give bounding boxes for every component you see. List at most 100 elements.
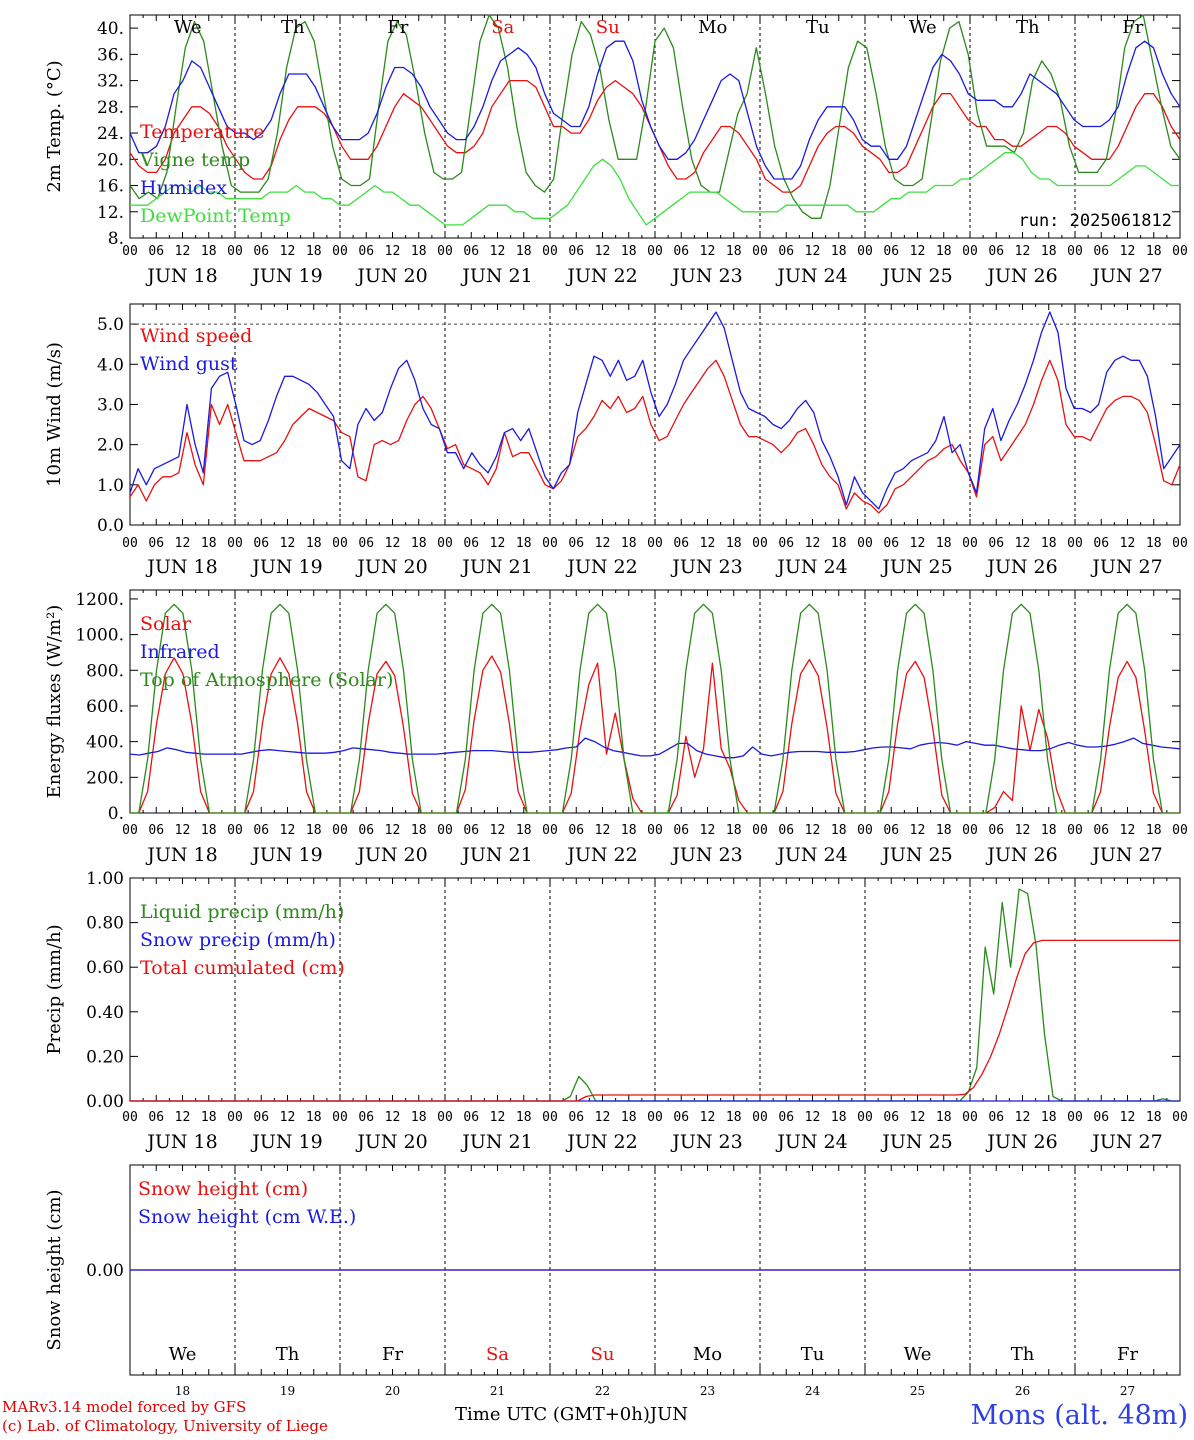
hour-tick-label: 06 (1093, 244, 1109, 259)
hour-tick-label: 18 (726, 244, 742, 259)
hour-tick-label: 18 (201, 244, 217, 259)
hour-tick-label: 00 (542, 244, 558, 259)
day-label: Tu (806, 17, 830, 38)
y-axis-label: Snow height (cm) (44, 1189, 65, 1350)
date-label: JUN 23 (670, 265, 742, 287)
hour-tick-label: 00 (437, 823, 453, 838)
hour-tick-label: 18 (936, 823, 952, 838)
hour-tick-label: 18 (1041, 244, 1057, 259)
hour-tick-label: 12 (1015, 1110, 1031, 1125)
hour-tick-label: 06 (253, 1110, 269, 1125)
date-label: JUN 21 (460, 1131, 532, 1153)
hour-tick-label: 12 (1120, 1110, 1136, 1125)
date-label: JUN 19 (250, 1131, 322, 1153)
date-label: JUN 27 (1090, 1131, 1162, 1153)
hour-tick-label: 12 (595, 244, 611, 259)
hour-tick-label: 06 (148, 823, 164, 838)
hour-tick-label: 06 (673, 536, 689, 551)
y-tick-label: 1.00 (86, 869, 124, 889)
day-label: Fr (387, 17, 408, 38)
date-number: 19 (280, 1384, 295, 1398)
hour-tick-label: 00 (227, 536, 243, 551)
y-tick-label: 20. (97, 150, 124, 170)
y-tick-label: 1.0 (97, 476, 124, 496)
hour-tick-label: 00 (122, 1110, 138, 1125)
hour-tick-label: 00 (227, 1110, 243, 1125)
hour-tick-label: 00 (437, 536, 453, 551)
hour-tick-label: 12 (385, 823, 401, 838)
y-axis-label: 10m Wind (m/s) (44, 342, 65, 487)
hour-tick-label: 12 (490, 823, 506, 838)
day-label: Sa (486, 1344, 509, 1365)
hour-tick-label: 00 (227, 244, 243, 259)
hour-tick-label: 06 (988, 1110, 1004, 1125)
hour-tick-label: 18 (621, 1110, 637, 1125)
date-label: JUN 18 (145, 844, 217, 866)
date-label: JUN 26 (985, 844, 1057, 866)
legend-entry: Solar (140, 613, 192, 635)
series-line (129, 40, 1181, 180)
hour-tick-label: 06 (358, 823, 374, 838)
hour-tick-label: 06 (568, 1110, 584, 1125)
hour-tick-label: 06 (358, 244, 374, 259)
hour-tick-label: 06 (358, 1110, 374, 1125)
legend-entry: Infrared (140, 641, 220, 663)
hour-tick-label: 06 (568, 244, 584, 259)
hour-tick-label: 06 (883, 823, 899, 838)
date-number: 26 (1015, 1384, 1030, 1398)
hour-tick-label: 00 (122, 823, 138, 838)
date-label: JUN 27 (1090, 265, 1162, 287)
hour-tick-label: 00 (647, 1110, 663, 1125)
y-tick-label: 0.60 (86, 958, 124, 978)
y-tick-label: 12. (97, 203, 124, 223)
y-axis-label: Energy fluxes (W/m²) (44, 605, 65, 799)
date-label: JUN 23 (670, 556, 742, 578)
legend-entry: DewPoint Temp (140, 205, 291, 227)
hour-tick-label: 00 (962, 823, 978, 838)
y-tick-label: 0.00 (86, 1092, 124, 1112)
credit-line-2: (c) Lab. of Climatology, University of L… (2, 1417, 328, 1435)
hour-tick-label: 12 (595, 823, 611, 838)
hour-tick-label: 00 (752, 823, 768, 838)
hour-tick-label: 18 (306, 823, 322, 838)
date-label: JUN 24 (775, 1131, 847, 1153)
hour-tick-label: 12 (175, 1110, 191, 1125)
hour-tick-label: 00 (752, 536, 768, 551)
y-tick-label: 24. (97, 124, 124, 144)
hour-tick-label: 00 (437, 244, 453, 259)
legend-entry: Snow height (cm W.E.) (138, 1206, 356, 1228)
hour-tick-label: 12 (595, 536, 611, 551)
hour-tick-label: 00 (227, 823, 243, 838)
hour-tick-label: 06 (253, 536, 269, 551)
hour-tick-label: 12 (1015, 244, 1031, 259)
y-tick-label: 200. (86, 768, 124, 788)
hour-tick-label: 06 (673, 823, 689, 838)
hour-tick-label: 12 (280, 244, 296, 259)
hour-tick-label: 12 (490, 1110, 506, 1125)
date-label: JUN 25 (880, 1131, 952, 1153)
date-number: 27 (1120, 1384, 1135, 1398)
date-label: JUN 21 (460, 556, 532, 578)
series-line (129, 737, 1181, 759)
series-line (129, 311, 1181, 510)
hour-tick-label: 00 (1067, 1110, 1083, 1125)
hour-tick-label: 06 (883, 536, 899, 551)
hour-tick-label: 00 (542, 823, 558, 838)
y-tick-label: 3.0 (97, 395, 124, 415)
hour-tick-label: 18 (1146, 823, 1162, 838)
hour-tick-label: 00 (647, 536, 663, 551)
day-label: Th (1016, 17, 1040, 38)
day-label: Fr (382, 1344, 403, 1365)
date-label: JUN 18 (145, 265, 217, 287)
date-label: JUN 19 (250, 844, 322, 866)
hour-tick-label: 00 (962, 536, 978, 551)
y-tick-label: 2.0 (97, 436, 124, 456)
hour-tick-label: 00 (332, 1110, 348, 1125)
hour-tick-label: 18 (411, 244, 427, 259)
hour-tick-label: 12 (280, 1110, 296, 1125)
date-label: JUN 23 (670, 1131, 742, 1153)
day-label: Th (1011, 1344, 1035, 1365)
legend-entry: Snow height (cm) (138, 1178, 308, 1200)
hour-tick-label: 06 (988, 823, 1004, 838)
y-tick-label: 0.80 (86, 914, 124, 934)
